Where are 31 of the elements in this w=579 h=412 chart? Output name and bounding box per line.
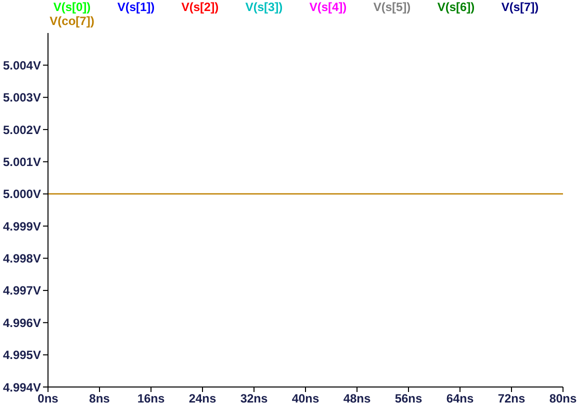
legend-label: V(s[3]) — [244, 0, 284, 14]
y-tick-label: 4.996V — [2, 316, 41, 330]
legend-label: V(s[0]) — [52, 0, 92, 14]
y-tick-label: 4.998V — [2, 252, 41, 266]
y-tick-label: 4.999V — [2, 219, 41, 234]
x-tick-label: 32ns — [240, 392, 268, 406]
x-tick-label: 40ns — [292, 392, 320, 406]
y-tick-label: 5.002V — [2, 122, 41, 137]
y-tick-label: 4.994V — [2, 380, 41, 394]
legend-label: V(s[6]) — [436, 0, 476, 14]
x-tick-label: 64ns — [446, 392, 474, 406]
y-tick-label: 5.001V — [2, 154, 41, 169]
y-tick-label: 5.003V — [2, 90, 41, 105]
legend-label: V(s[1]) — [116, 0, 156, 14]
x-tick-label: 72ns — [498, 392, 526, 406]
x-tick-label: 24ns — [188, 392, 216, 406]
x-tick-label: 0ns — [38, 392, 59, 406]
legend-label: V(s[4]) — [308, 0, 348, 14]
legend-label: V(s[7]) — [500, 0, 540, 14]
x-tick-label: 56ns — [394, 392, 422, 406]
y-tick-label: 5.000V — [2, 187, 41, 202]
x-tick-label: 16ns — [137, 392, 165, 406]
y-tick-label: 5.004V — [2, 58, 41, 72]
x-tick-label: 80ns — [549, 392, 577, 406]
y-tick-label: 4.997V — [2, 284, 41, 298]
legend-label: V(s[5]) — [372, 0, 412, 14]
x-tick-label: 48ns — [343, 392, 371, 406]
y-tick-label: 4.995V — [2, 348, 41, 362]
text: V(co[7]) — [48, 14, 96, 28]
x-tick-label: 8ns — [89, 392, 110, 406]
legend-label: V(s[2]) — [180, 0, 220, 14]
